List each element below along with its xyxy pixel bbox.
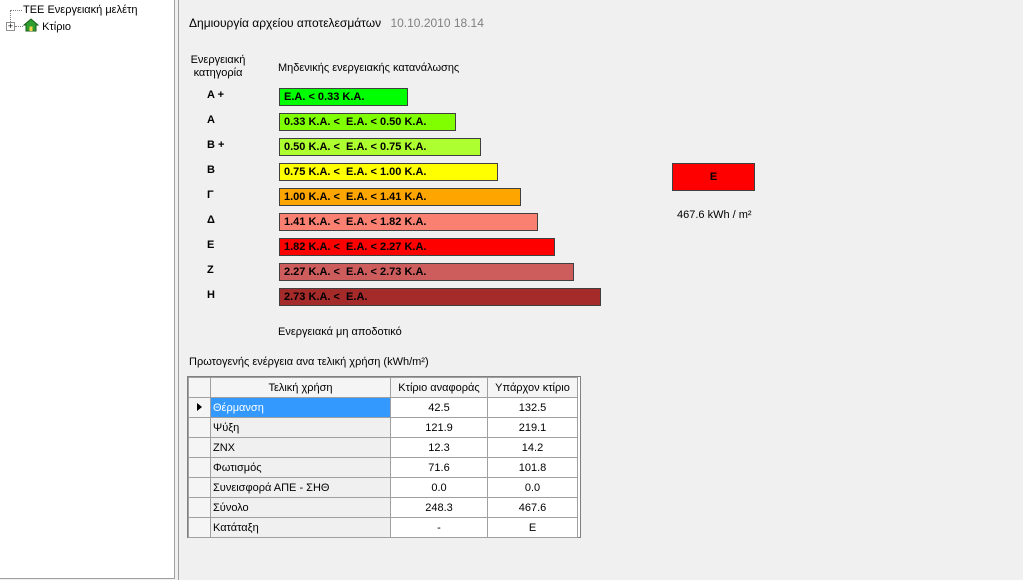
cell-use[interactable]: Θέρμανση xyxy=(210,397,391,418)
generated-date: 10.10.2010 18.14 xyxy=(390,16,484,30)
tree-root-label: TEE Ενεργειακή μελέτη xyxy=(23,4,138,16)
class-bar: 1.41 K.A. < E.A. < 1.82 K.A. xyxy=(279,213,538,231)
house-icon xyxy=(22,18,40,32)
column-header[interactable]: Κτίριο αναφοράς xyxy=(390,377,488,398)
tree-connector xyxy=(10,10,22,11)
cell-reference[interactable]: - xyxy=(390,517,488,538)
row-selector[interactable] xyxy=(188,417,211,438)
panel-splitter[interactable] xyxy=(175,0,179,580)
results-panel: Δημιουργία αρχείου αποτελεσμάτων 10.10.2… xyxy=(179,0,1023,580)
cell-reference[interactable]: 121.9 xyxy=(390,417,488,438)
result-value: 467.6 kWh / m² xyxy=(677,209,752,221)
class-bar: 0.50 K.A. < E.A. < 0.75 K.A. xyxy=(279,138,481,156)
page-title: Δημιουργία αρχείου αποτελεσμάτων 10.10.2… xyxy=(189,16,484,30)
table-row[interactable]: Θέρμανση 42.5 132.5 xyxy=(188,397,578,418)
cell-use[interactable]: Κατάταξη xyxy=(210,517,391,538)
column-header[interactable]: Τελική χρήση xyxy=(210,377,391,398)
row-header-corner xyxy=(188,377,211,398)
table-row[interactable]: Ψύξη 121.9 219.1 xyxy=(188,417,578,438)
cell-use[interactable]: Σύνολο xyxy=(210,497,391,518)
cell-reference[interactable]: 42.5 xyxy=(390,397,488,418)
cell-existing[interactable]: E xyxy=(487,517,578,538)
current-row-arrow-icon xyxy=(197,402,202,411)
table-row[interactable]: Φωτισμός 71.6 101.8 xyxy=(188,457,578,478)
tree-expand-icon[interactable]: + xyxy=(6,21,15,31)
category-title-line2: κατηγορία xyxy=(193,67,243,79)
class-letter: Δ xyxy=(207,214,215,226)
scale-top-caption: Μηδενικής ενεργειακής κατανάλωσης xyxy=(278,62,460,74)
cell-existing[interactable]: 467.6 xyxy=(487,497,578,518)
cell-existing[interactable]: 14.2 xyxy=(487,437,578,458)
cell-reference[interactable]: 71.6 xyxy=(390,457,488,478)
table-row[interactable]: ΖΝΧ 12.3 14.2 xyxy=(188,437,578,458)
class-letter: Z xyxy=(207,264,214,276)
tree-item-building-label: Κτίριο xyxy=(42,21,72,33)
cell-reference[interactable]: 0.0 xyxy=(390,477,488,498)
table-row[interactable]: Συνεισφορά ΑΠΕ - ΣΗΘ 0.0 0.0 xyxy=(188,477,578,498)
row-selector[interactable] xyxy=(188,437,211,458)
cell-existing[interactable]: 219.1 xyxy=(487,417,578,438)
cell-use[interactable]: ΖΝΧ xyxy=(210,437,391,458)
tree-connector xyxy=(15,26,23,27)
primary-energy-grid[interactable]: Τελική χρήση Κτίριο αναφοράς Υπάρχον κτί… xyxy=(187,376,581,538)
class-bar: 0.75 K.A. < E.A. < 1.00 K.A. xyxy=(279,163,498,181)
category-column-title: Ενεργειακή κατηγορία xyxy=(183,54,253,80)
cell-reference[interactable]: 248.3 xyxy=(390,497,488,518)
tree-connector xyxy=(10,10,11,26)
tree-item-building[interactable]: Κτίριο xyxy=(22,18,72,34)
class-bar: E.A. < 0.33 K.A. xyxy=(279,88,408,106)
class-bar: 2.73 K.A. < E.A. xyxy=(279,288,601,306)
class-letter: A + xyxy=(207,89,225,101)
scale-bottom-caption: Ενεργειακά μη αποδοτικό xyxy=(278,326,402,338)
class-bar: 0.33 K.A. < E.A. < 0.50 K.A. xyxy=(279,113,456,131)
class-letter: A xyxy=(207,114,215,126)
category-title-line1: Ενεργειακή xyxy=(190,54,246,66)
row-selector[interactable] xyxy=(188,517,211,538)
cell-use[interactable]: Ψύξη xyxy=(210,417,391,438)
table-row[interactable]: Σύνολο 248.3 467.6 xyxy=(188,497,578,518)
class-bar: 1.00 K.A. < E.A. < 1.41 K.A. xyxy=(279,188,521,206)
table-caption: Πρωτογενής ενέργεια ανα τελική χρήση (kW… xyxy=(189,356,429,368)
row-selector[interactable] xyxy=(188,457,211,478)
result-class-badge: E xyxy=(672,163,755,191)
column-header[interactable]: Υπάρχον κτίριο xyxy=(487,377,578,398)
cell-existing[interactable]: 0.0 xyxy=(487,477,578,498)
tree-root[interactable]: TEE Ενεργειακή μελέτη xyxy=(23,2,137,18)
class-letter: H xyxy=(207,289,215,301)
class-bar: 1.82 K.A. < E.A. < 2.27 K.A. xyxy=(279,238,555,256)
cell-reference[interactable]: 12.3 xyxy=(390,437,488,458)
cell-existing[interactable]: 132.5 xyxy=(487,397,578,418)
cell-existing[interactable]: 101.8 xyxy=(487,457,578,478)
row-selector[interactable] xyxy=(188,497,211,518)
project-tree[interactable]: TEE Ενεργειακή μελέτη + Κτίριο xyxy=(0,0,175,579)
class-letter: B + xyxy=(207,139,225,151)
row-selector[interactable] xyxy=(188,477,211,498)
cell-use[interactable]: Συνεισφορά ΑΠΕ - ΣΗΘ xyxy=(210,477,391,498)
page-title-text: Δημιουργία αρχείου αποτελεσμάτων xyxy=(189,16,382,30)
cell-use[interactable]: Φωτισμός xyxy=(210,457,391,478)
table-row[interactable]: Κατάταξη - E xyxy=(188,517,578,538)
class-letter: B xyxy=(207,164,215,176)
class-letter: Γ xyxy=(207,189,214,201)
row-selector[interactable] xyxy=(188,397,211,418)
class-bar: 2.27 K.A. < E.A. < 2.73 K.A. xyxy=(279,263,574,281)
class-letter: E xyxy=(207,239,215,251)
